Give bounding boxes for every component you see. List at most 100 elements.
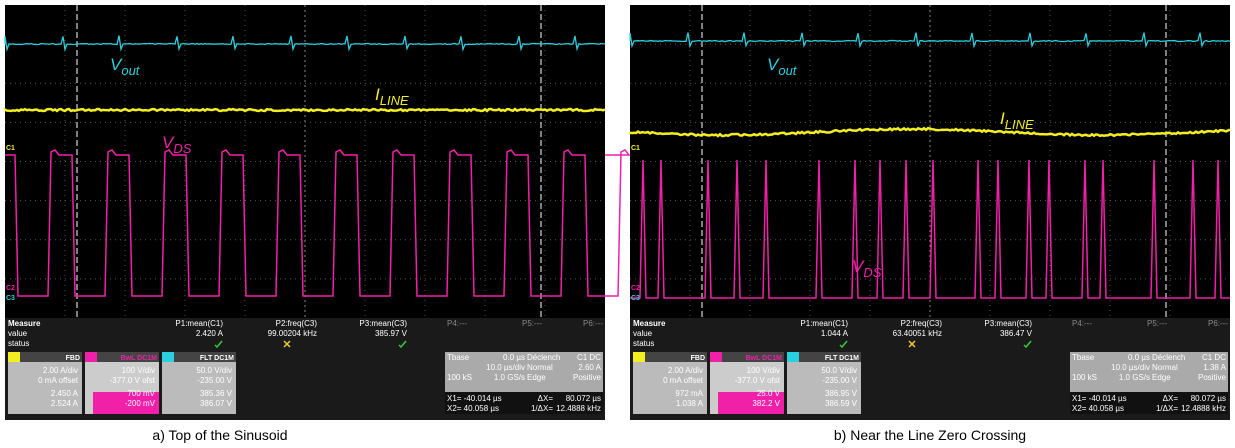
timebase-text: 0.0 µs xyxy=(503,353,525,362)
channel-badge: FBD xyxy=(691,355,705,362)
channel-line: -377.0 V ofst xyxy=(735,376,781,385)
channel-tag: C3 xyxy=(6,295,15,302)
channel-line: -235.00 V xyxy=(197,376,232,385)
channel-swatch xyxy=(710,352,722,362)
measure-header: P2:freq(C3) xyxy=(901,319,943,328)
measure-header: Measure xyxy=(633,319,666,328)
cursor-text: ΔX= xyxy=(538,394,554,403)
timebase-text: 1.38 A xyxy=(1203,363,1226,372)
channel-tag: C1 xyxy=(631,145,640,152)
channel-tag: C2 xyxy=(6,285,15,292)
cursor-text: 12.4888 kHz xyxy=(1181,404,1226,413)
channel-line: 972 mA xyxy=(675,389,703,398)
channel-line: 382.2 V xyxy=(752,399,780,408)
channel-line: -200 mV xyxy=(125,399,156,408)
measure-value: 63.40051 kHz xyxy=(893,329,942,338)
timebase-text: C1 DC xyxy=(577,353,601,362)
timebase-text: 100 kS xyxy=(447,373,472,382)
channel-line: 2.00 A/div xyxy=(668,366,703,375)
channel-line: 0 mA offset xyxy=(38,376,79,385)
measure-value: value xyxy=(8,329,28,338)
caption: a) Top of the Sinusoid xyxy=(152,427,287,443)
channel-swatch xyxy=(162,352,174,362)
channel-line: 100 V/div xyxy=(747,366,780,375)
caption: b) Near the Line Zero Crossing xyxy=(834,427,1026,443)
measure-header: P6:--- xyxy=(583,319,603,328)
measure-header: P3:mean(C3) xyxy=(984,319,1032,328)
timebase-text: Normal xyxy=(527,363,553,372)
label-sub: LINE xyxy=(1005,117,1034,132)
channel-line: 25.0 V xyxy=(757,389,781,398)
timebase-text: Normal xyxy=(1152,363,1178,372)
channel-line: 2.00 A/div xyxy=(43,366,78,375)
measure-header: P5:--- xyxy=(522,319,542,328)
channel-swatch xyxy=(787,352,799,362)
channel-tag: C2 xyxy=(631,285,640,292)
measure-value: 99.00204 kHz xyxy=(268,329,317,338)
channel-line: 50.0 V/div xyxy=(821,366,857,375)
channel-line: 2.450 A xyxy=(51,389,79,398)
measure-status: status xyxy=(8,339,29,348)
timebase-text: Edge xyxy=(1152,373,1171,382)
timebase-text: 100 kS xyxy=(1072,373,1097,382)
measure-value: 386.47 V xyxy=(1000,329,1033,338)
timebase-text: 0.0 µs xyxy=(1128,353,1150,362)
timebase-text: Déclench xyxy=(1152,353,1185,362)
channel-line: 386.59 V xyxy=(825,399,858,408)
timebase-text: Positive xyxy=(1198,373,1227,382)
timebase-text: 10.0 µs/div xyxy=(486,363,525,372)
timebase-text: Déclench xyxy=(527,353,560,362)
label-sub: DS xyxy=(863,265,881,280)
timebase-text: 1.0 GS/s xyxy=(1119,373,1150,382)
channel-line: -235.00 V xyxy=(822,376,857,385)
timebase-text: 1.0 GS/s xyxy=(494,373,525,382)
cursor-text: 1/ΔX= xyxy=(531,404,553,413)
measure-header: P5:--- xyxy=(1147,319,1167,328)
label-sub: LINE xyxy=(380,93,409,108)
channel-line: 50.0 V/div xyxy=(196,366,232,375)
cursor-text: 1/ΔX= xyxy=(1156,404,1178,413)
measure-value: 1.044 A xyxy=(821,329,849,338)
measure-value: value xyxy=(633,329,653,338)
channel-line: 385.36 V xyxy=(200,389,233,398)
cursor-text: X1= -40.014 µs xyxy=(447,394,502,403)
channel-badge: FBD xyxy=(66,355,80,362)
channel-line: 1.038 A xyxy=(676,399,704,408)
label-sub: out xyxy=(121,63,140,78)
measure-header: P4:--- xyxy=(1072,319,1092,328)
measure-header: P3:mean(C3) xyxy=(359,319,407,328)
channel-swatch xyxy=(8,352,20,362)
cursor-text: ΔX= xyxy=(1163,394,1179,403)
measure-status: status xyxy=(633,339,654,348)
measure-header: P2:freq(C3) xyxy=(276,319,318,328)
channel-badge: BwL DC1M xyxy=(121,355,158,362)
figure: VoutILINEVDSC1C2C3MeasureP1:mean(C1)P2:f… xyxy=(0,0,1235,448)
channel-badge: FLT DC1M xyxy=(200,355,234,362)
timebase-text: Tbase xyxy=(1072,353,1095,362)
cursor-text: 12.4888 kHz xyxy=(556,404,601,413)
channel-line: 386.07 V xyxy=(200,399,233,408)
label-sub: out xyxy=(778,63,797,78)
channel-tag: C3 xyxy=(631,295,640,302)
channel-swatch xyxy=(633,352,645,362)
channel-line: 0 mA offset xyxy=(663,376,704,385)
timebase-text: Edge xyxy=(527,373,546,382)
channel-line: 386.95 V xyxy=(825,389,858,398)
measure-value: 2.420 A xyxy=(196,329,224,338)
timebase-text: Tbase xyxy=(447,353,470,362)
timebase-text: Positive xyxy=(573,373,602,382)
label-sub: DS xyxy=(173,141,191,156)
cursor-text: 80.072 µs xyxy=(566,394,601,403)
measure-value: 385.97 V xyxy=(375,329,408,338)
measure-header: P6:--- xyxy=(1208,319,1228,328)
channel-line: 2.524 A xyxy=(51,399,79,408)
cursor-text: X2= 40.058 µs xyxy=(1072,404,1124,413)
cursor-text: X2= 40.058 µs xyxy=(447,404,499,413)
timebase-text: C1 DC xyxy=(1202,353,1226,362)
cursor-text: 80.072 µs xyxy=(1191,394,1226,403)
measure-header: P4:--- xyxy=(447,319,467,328)
timebase-text: 10.0 µs/div xyxy=(1111,363,1150,372)
channel-badge: BwL DC1M xyxy=(746,355,783,362)
timebase-text: 2.60 A xyxy=(578,363,601,372)
measure-header: Measure xyxy=(8,319,41,328)
